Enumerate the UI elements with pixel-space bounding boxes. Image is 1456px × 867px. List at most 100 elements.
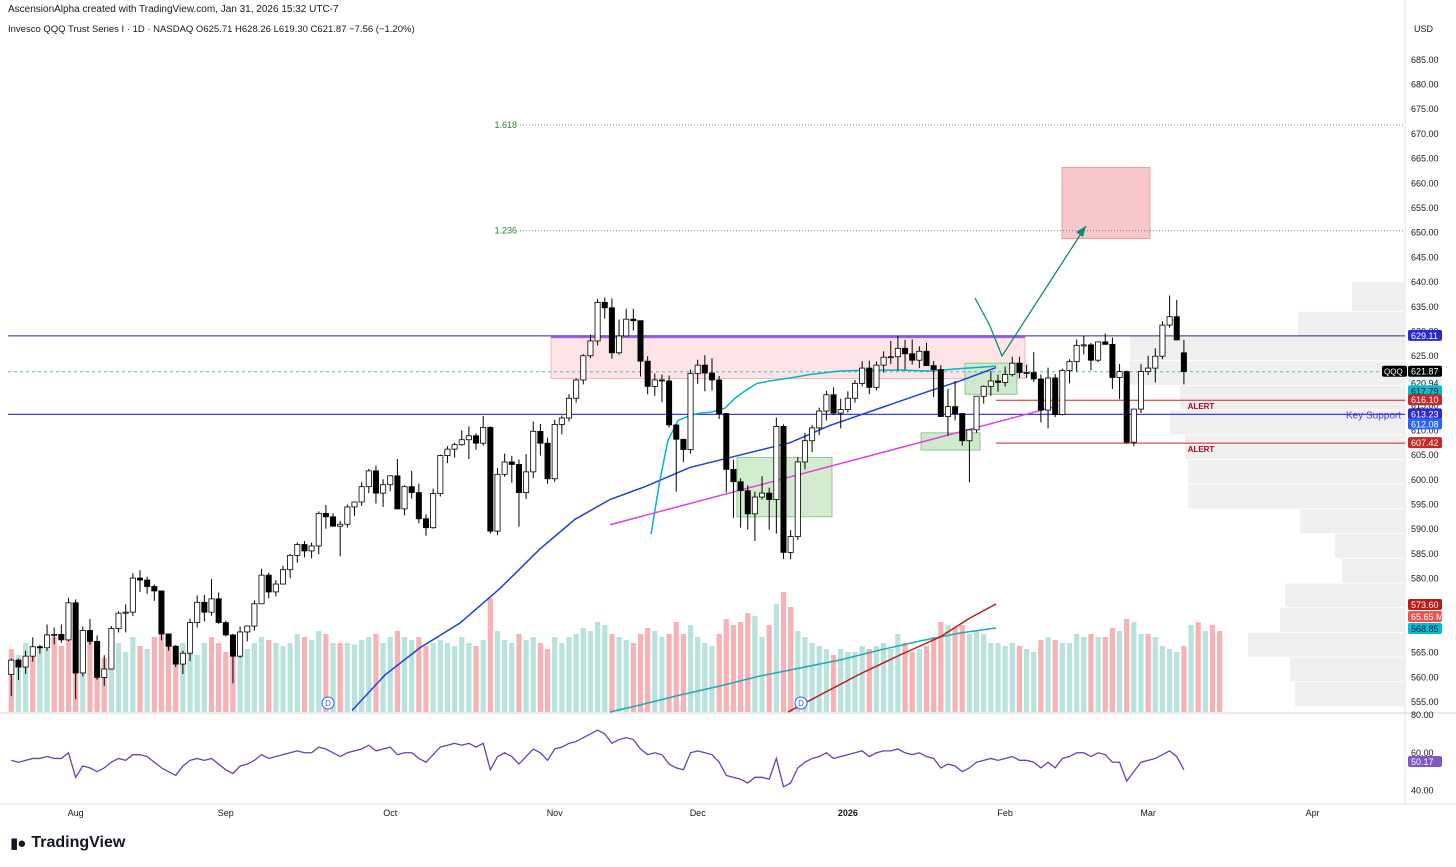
volume-bar: [51, 637, 57, 712]
vol-ma-red-badge: 573.60: [1411, 600, 1439, 610]
time-axis-tick: 2026: [838, 808, 858, 818]
candle-body: [530, 430, 537, 473]
volume-profile-bar: [1298, 311, 1405, 336]
alert-2-badge-bg: [1408, 437, 1442, 449]
candle-body: [44, 634, 51, 649]
candle-body: [501, 461, 508, 475]
volume-bar: [923, 646, 930, 712]
candle-body: [172, 645, 179, 665]
volume-bar: [166, 640, 172, 712]
candle-body: [995, 380, 1002, 383]
volume-bar: [65, 619, 72, 712]
candle-body: [616, 335, 623, 354]
volume-bar: [1145, 634, 1151, 712]
volume-bar: [216, 643, 222, 712]
candle-body: [465, 435, 472, 441]
time-axis-tick: Oct: [383, 808, 398, 818]
candle-body: [894, 347, 901, 358]
symbol-ohlc-legend[interactable]: Invesco QQQ Trust Series I · 1D · NASDAQ…: [8, 24, 415, 35]
price-axis-tick: 635.00: [1411, 302, 1439, 312]
volume-profile-bar: [1290, 657, 1405, 682]
key-support-label: Key Support: [1346, 410, 1401, 421]
volume-bar: [673, 622, 679, 712]
volume-bar: [616, 637, 622, 712]
volume-bar: [287, 643, 293, 712]
candle-body: [394, 475, 401, 510]
volume-bar: [1195, 622, 1201, 712]
volume-bar: [973, 631, 980, 712]
rsi-badge-bg: [1408, 756, 1442, 767]
candle-body: [630, 318, 637, 322]
volume-bar: [580, 628, 586, 712]
volume-bar: [888, 649, 894, 712]
volume-bar: [1138, 634, 1144, 712]
volume-profile-bar: [1180, 385, 1405, 410]
candle-body: [422, 518, 429, 529]
volume-profile-bar: [1130, 336, 1405, 361]
tradingview-brand[interactable]: ▮● TradingView: [10, 834, 125, 852]
candle-body: [229, 634, 236, 657]
candle-body: [637, 320, 644, 362]
volume-bar: [881, 643, 887, 712]
candle-body: [1016, 362, 1023, 373]
volume-profile-bar: [1352, 282, 1405, 311]
candle-body: [1173, 316, 1180, 341]
candle-body: [980, 385, 987, 397]
candle-body: [601, 301, 608, 309]
rsi-axis-tick: 80.00: [1411, 710, 1434, 720]
volume-bar: [830, 655, 837, 712]
currency-label[interactable]: USD: [1414, 24, 1434, 34]
volume-bar: [344, 643, 350, 712]
target-zone: [1061, 167, 1151, 240]
candle-body: [372, 470, 379, 494]
volume-bar: [1059, 643, 1065, 712]
candle-body: [151, 586, 158, 592]
volume-bar: [1024, 649, 1030, 712]
candle-body: [494, 473, 501, 532]
volume-profile-bar: [1188, 460, 1405, 484]
volume-bar: [709, 646, 715, 712]
volume-bar: [494, 631, 501, 712]
candle-body: [480, 426, 487, 444]
candle-body: [523, 471, 530, 494]
candle-body: [94, 640, 101, 678]
candle-body: [959, 413, 966, 442]
volume-bar: [695, 637, 701, 712]
resistance-badge: 629.11: [1411, 331, 1438, 341]
candle-body: [187, 622, 194, 654]
candle-body: [801, 440, 808, 463]
volume-profile-bar: [1185, 435, 1405, 459]
volume-bar: [595, 622, 601, 712]
candle-body: [322, 512, 329, 518]
candle-body: [1123, 371, 1130, 443]
volume-bar: [916, 649, 922, 712]
volume-bar: [1009, 643, 1015, 712]
candle-body: [1180, 352, 1187, 372]
candle-body: [1023, 372, 1030, 374]
volume-bar: [487, 598, 493, 712]
ma-blue-badge: 612.08: [1411, 419, 1439, 429]
volume-bar: [401, 637, 408, 712]
volume-bar: [816, 646, 822, 712]
volume-bar: [473, 646, 479, 712]
volume-bar: [258, 637, 265, 712]
volume-bar: [251, 643, 257, 712]
price-axis-tick: 655.00: [1411, 203, 1439, 213]
volume-bar: [480, 640, 486, 712]
dividend-marker-icon: [321, 696, 335, 710]
candle-body: [194, 601, 201, 623]
volume-bar: [981, 634, 987, 712]
dividend-marker-label: D: [325, 699, 331, 708]
price-axis-tick: 610.00: [1411, 425, 1439, 435]
candle-body: [987, 380, 994, 387]
volume-bar: [444, 643, 451, 712]
candle-body: [279, 569, 286, 585]
volume-bar: [373, 634, 379, 712]
candle-body: [458, 439, 465, 446]
volume-bar: [759, 637, 765, 712]
volume-bar: [437, 640, 443, 712]
candle-body: [301, 544, 308, 552]
candle-body: [1102, 341, 1109, 345]
